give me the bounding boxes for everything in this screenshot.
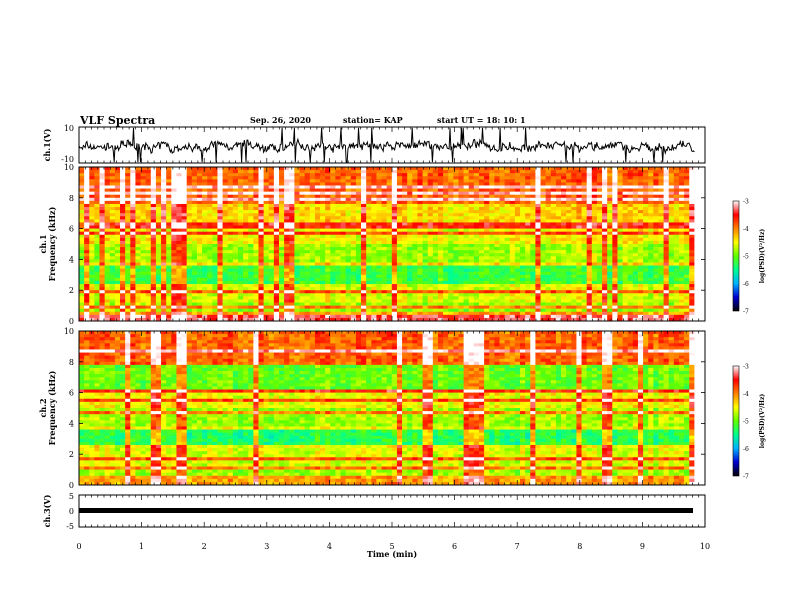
- ch1-ytick-bottom: -10: [61, 155, 74, 164]
- time-tick-label: 6: [452, 542, 457, 551]
- time-tick-label: 9: [640, 542, 645, 551]
- colorbar-tick-label: -3: [743, 364, 749, 371]
- time-tick-label: 10: [700, 542, 710, 551]
- freq-tick-label: 8: [69, 194, 74, 203]
- freq-tick-label: 0: [69, 481, 74, 490]
- ch1-waveform-frame: [78, 126, 706, 164]
- ch1-freq-ticks: 0 2 4 6 8 10: [64, 163, 705, 326]
- ch1-spec-ylabel-line2: Frequency (kHz): [47, 206, 57, 281]
- date-label: Sep. 26, 2020: [250, 115, 311, 125]
- colorbar-tick-label: -6: [743, 281, 749, 288]
- time-tick-label: 5: [389, 542, 394, 551]
- time-tick-label: 1: [139, 542, 144, 551]
- ch2-spectrogram-image: [79, 331, 705, 486]
- time-tick-label: 7: [515, 542, 520, 551]
- freq-tick-label: 10: [64, 327, 74, 336]
- ch1-colorbar-label: log(PSD)(V²/Hz): [759, 229, 766, 284]
- freq-tick-label: 6: [69, 225, 74, 234]
- time-axis-label: Time (min): [367, 549, 417, 559]
- colorbar-tick-label: -5: [743, 254, 749, 261]
- ch1-ylabel: ch.1(V): [42, 128, 52, 161]
- freq-tick-label: 4: [69, 419, 74, 428]
- time-tick-label: 2: [202, 542, 207, 551]
- ch1-waveform-line: [78, 127, 695, 163]
- ch2-colorbar: -7 -6 -5 -4 -3 log(PSD)(V²/Hz): [732, 364, 766, 481]
- time-axis: 0 1 2 3 4 5 6 7 8 9 10: [76, 127, 710, 551]
- ch1-colorbar-gradient: [732, 200, 740, 312]
- ch1-waveform-panel: 10 -10 ch.1(V): [42, 124, 706, 164]
- ch2-spectrogram-panel: 0 2 4 6 8 10 ch.2 Frequency (kHz): [38, 327, 706, 490]
- time-tick-label: 4: [327, 542, 332, 551]
- ch2-colorbar-ticks: -7 -6 -5 -4 -3: [743, 364, 749, 481]
- freq-tick-label: 6: [69, 389, 74, 398]
- time-tick-label: 0: [76, 542, 81, 551]
- colorbar-tick-label: -4: [743, 391, 749, 398]
- freq-tick-label: 2: [69, 450, 74, 459]
- ch2-spec-ylabel-line2: Frequency (kHz): [47, 370, 57, 445]
- freq-tick-label: 4: [69, 255, 74, 264]
- freq-tick-label: 8: [69, 358, 74, 367]
- ch3-ytick-bottom: -5: [66, 522, 74, 531]
- time-tick-label: 8: [577, 542, 582, 551]
- freq-tick-label: 0: [69, 317, 74, 326]
- ch1-spectrogram-image: [79, 167, 705, 322]
- start-ut-label: start UT = 18: 10: 1: [437, 115, 526, 125]
- ch1-colorbar: -7 -6 -5 -4 -3 log(PSD)(V²/Hz): [732, 199, 766, 316]
- figure-title: VLF Spectra: [79, 114, 155, 127]
- ch1-colorbar-ticks: -7 -6 -5 -4 -3: [743, 199, 749, 316]
- colorbar-tick-label: -6: [743, 446, 749, 453]
- colorbar-tick-label: -4: [743, 226, 749, 233]
- ch3-ylabel: ch.3(V): [42, 494, 52, 527]
- freq-tick-label: 2: [69, 286, 74, 295]
- ch2-colorbar-gradient: [732, 365, 740, 477]
- ch2-colorbar-label: log(PSD)(V²/Hz): [759, 394, 766, 449]
- freq-tick-label: 10: [64, 163, 74, 172]
- ch3-ytick-mid: 0: [69, 507, 74, 516]
- ch2-spec-ylabel-line1: ch.2: [38, 398, 48, 417]
- colorbar-tick-label: -7: [743, 309, 749, 316]
- ch2-freq-ticks: 0 2 4 6 8 10: [64, 327, 705, 490]
- ch1-spec-ylabel-line1: ch.1: [38, 234, 48, 253]
- colorbar-tick-label: -7: [743, 474, 749, 481]
- ch1-spectrogram-panel: 0 2 4 6 8 10 ch.1 Frequency (kHz): [38, 163, 706, 326]
- time-tick-label: 3: [264, 542, 269, 551]
- ch1-ytick-top: 10: [64, 124, 74, 133]
- colorbar-tick-label: -5: [743, 419, 749, 426]
- station-label: station= KAP: [343, 115, 403, 125]
- colorbar-tick-label: -3: [743, 199, 749, 206]
- ch3-waveform-line: [79, 508, 693, 513]
- ch3-waveform-panel: 5 0 -5 ch.3(V): [42, 492, 706, 531]
- ch3-ytick-top: 5: [69, 492, 74, 501]
